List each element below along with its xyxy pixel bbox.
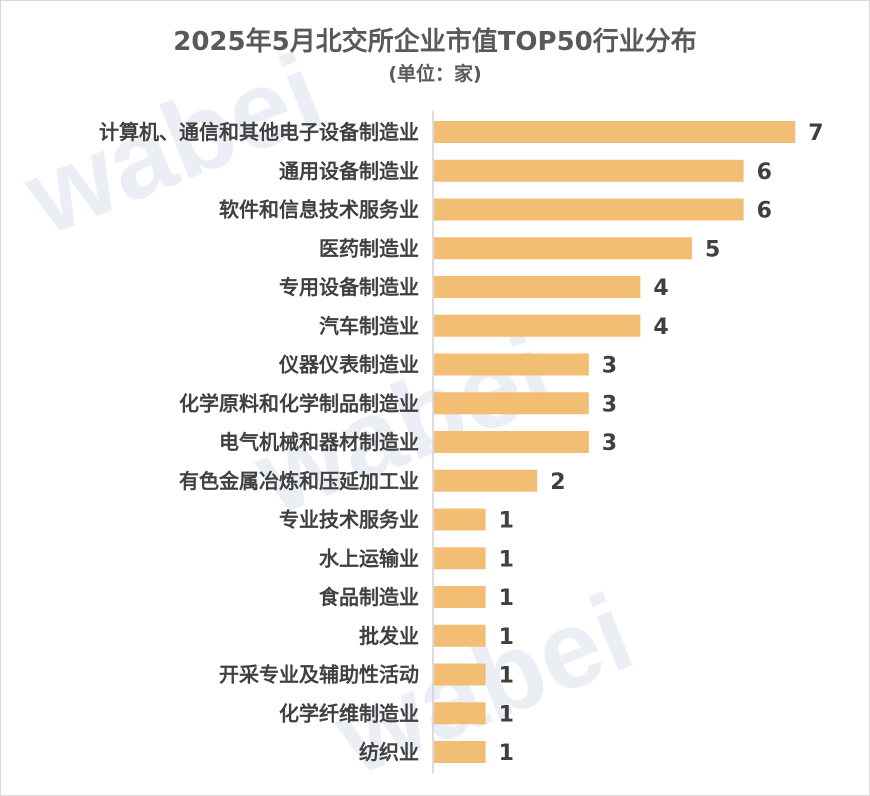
bar <box>434 586 486 608</box>
bar <box>434 663 486 686</box>
data-label: 7 <box>808 121 823 146</box>
data-label: 5 <box>705 237 720 262</box>
bar <box>434 702 486 725</box>
bar <box>434 237 692 260</box>
category-label: 专用设备制造业 <box>279 275 419 299</box>
chart-subtitle: (单位：家) <box>388 63 482 85</box>
bar <box>434 392 589 415</box>
data-label: 1 <box>499 586 514 611</box>
data-label: 1 <box>499 625 514 650</box>
category-label: 医药制造业 <box>319 236 419 260</box>
category-label: 电气机械和器材制造业 <box>219 430 419 454</box>
bar <box>434 314 641 337</box>
data-label: 2 <box>550 470 565 495</box>
bar <box>434 159 744 182</box>
bar <box>434 431 589 453</box>
category-label: 有色金属冶炼和压延加工业 <box>179 469 419 493</box>
data-label: 6 <box>757 160 772 185</box>
data-label: 3 <box>602 354 617 379</box>
data-label: 1 <box>499 547 514 572</box>
category-label: 水上运输业 <box>319 546 419 570</box>
category-label: 化学原料和化学制品制造业 <box>179 391 419 415</box>
data-label: 4 <box>653 276 668 301</box>
category-label: 纺织业 <box>359 740 419 764</box>
data-label: 3 <box>602 431 617 456</box>
data-label: 3 <box>602 392 617 417</box>
data-label: 4 <box>653 315 668 340</box>
bar <box>434 624 486 647</box>
bar <box>434 469 538 492</box>
category-label: 软件和信息技术服务业 <box>219 198 419 222</box>
category-label: 开采专业及辅助性活动 <box>219 663 419 687</box>
bar <box>434 198 744 221</box>
chart-title: 2025年5月北交所企业市值TOP50行业分布 <box>173 27 697 57</box>
category-label: 仪器仪表制造业 <box>278 353 419 377</box>
data-label: 1 <box>499 509 514 534</box>
bar <box>434 741 486 763</box>
category-label: 计算机、通信和其他电子设备制造业 <box>99 120 419 144</box>
category-label: 批发业 <box>359 624 419 648</box>
category-label: 化学纤维制造业 <box>279 701 419 725</box>
category-label: 汽车制造业 <box>319 314 419 338</box>
category-label: 食品制造业 <box>319 585 419 609</box>
bar <box>434 276 641 298</box>
bar <box>434 508 486 531</box>
data-label: 1 <box>499 702 514 727</box>
category-label: 专业技术服务业 <box>279 508 419 532</box>
data-label: 1 <box>499 664 514 689</box>
bar <box>434 353 589 376</box>
bar <box>434 121 796 143</box>
category-label: 通用设备制造业 <box>279 159 419 183</box>
data-label: 6 <box>757 199 772 224</box>
bar <box>434 547 486 570</box>
data-label: 1 <box>499 741 514 766</box>
